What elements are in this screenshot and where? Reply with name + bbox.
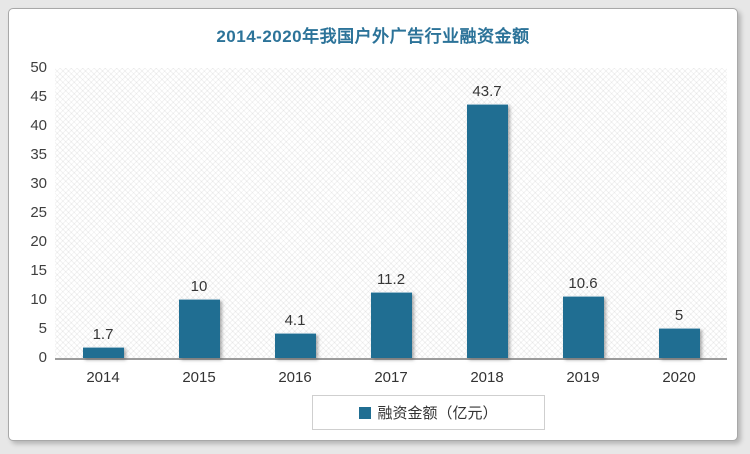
legend-series-label: 融资金额（亿元） [377,405,498,422]
bar-value-label: 10.6 [568,274,598,292]
x-axis-label-2014: 2014 [86,369,120,386]
bar-value-label: 1.7 [92,326,114,344]
y-tick-label: 10 [30,291,47,308]
bar-2020 [658,328,700,358]
y-tick-label: 45 [30,88,47,105]
y-tick-label: 25 [30,204,47,221]
bar-value-label: 10 [190,278,208,295]
bar-value-label: 4.1 [284,312,306,330]
y-tick-label: 30 [30,175,47,192]
x-axis-label-2019: 2019 [566,369,600,386]
y-tick-label: 35 [30,146,47,163]
bar-value-label: 5 [674,307,684,324]
plot-area: 1.7 10 4.1 11.2 43.7 10.6 5 [55,68,727,360]
bar-2016 [274,333,316,358]
x-axis-label-2018: 2018 [470,369,504,386]
chart-title: 2014-2020年我国户外广告行业融资金额 [216,27,530,46]
y-tick-label: 0 [38,349,47,366]
bar-2017 [370,292,412,358]
bar-2018 [466,103,508,358]
bar-2014 [82,347,124,358]
bar-value-label: 11.2 [376,271,406,289]
bar-2019 [562,295,604,358]
y-tick-label: 15 [30,262,47,279]
x-axis-label-2016: 2016 [278,369,312,386]
y-tick-label: 50 [30,59,47,76]
y-axis: 0 5 10 15 20 25 30 35 40 45 50 [9,59,47,366]
bar-value-label: 43.7 [472,82,502,100]
bar-2015 [178,299,220,358]
y-tick-label: 40 [30,117,47,134]
chart-card: 2014-2020年我国户外广告行业融资金额 0 5 10 15 20 25 30 35 40 4… [8,8,738,441]
x-axis-label-2015: 2015 [182,369,216,386]
legend: 融资金额（亿元） [312,395,545,430]
legend-series-marker [359,406,372,419]
x-axis-label-2020: 2020 [662,369,696,386]
y-tick-label: 20 [30,233,47,250]
x-axis-label-2017: 2017 [374,369,408,386]
x-axis: 2014 2015 2016 2017 2018 2019 2020 [55,368,727,388]
y-tick-label: 5 [38,320,47,337]
